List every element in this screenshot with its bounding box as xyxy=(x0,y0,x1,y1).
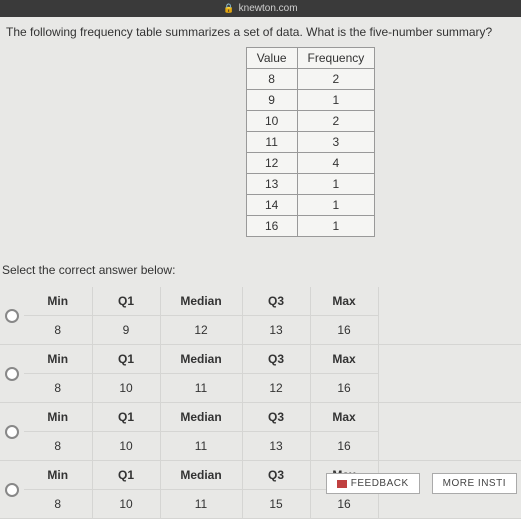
ans-header: Q3 xyxy=(242,403,310,432)
ans-header: Q1 xyxy=(92,403,160,432)
answer-option[interactable]: Min Q1 Median Q3 Max 8 10 11 13 16 xyxy=(0,403,521,461)
ans-header: Q3 xyxy=(242,461,310,490)
ans-val: 16 xyxy=(310,316,378,345)
ans-header: Min xyxy=(24,461,92,490)
select-prompt: Select the correct answer below: xyxy=(0,257,521,287)
ans-val: 13 xyxy=(242,432,310,461)
radio-icon[interactable] xyxy=(5,425,19,439)
freq-cell: 1 xyxy=(297,216,375,237)
ans-header: Max xyxy=(310,403,378,432)
freq-cell: 16 xyxy=(246,216,297,237)
ans-val: 10 xyxy=(92,374,160,403)
ans-val: 11 xyxy=(160,490,242,519)
question-text: The following frequency table summarizes… xyxy=(0,17,521,47)
frequency-table-container: Value Frequency 82 91 102 113 124 131 14… xyxy=(0,47,521,257)
freq-cell: 10 xyxy=(246,111,297,132)
lock-icon: 🔒 xyxy=(223,3,234,14)
ans-header: Min xyxy=(24,345,92,374)
freq-cell: 2 xyxy=(297,69,375,90)
radio-icon[interactable] xyxy=(5,367,19,381)
ans-val: 16 xyxy=(310,374,378,403)
freq-cell: 3 xyxy=(297,132,375,153)
freq-cell: 2 xyxy=(297,111,375,132)
ans-val: 9 xyxy=(92,316,160,345)
ans-header: Q1 xyxy=(92,461,160,490)
ans-val: 8 xyxy=(24,432,92,461)
freq-cell: 13 xyxy=(246,174,297,195)
url-domain: knewton.com xyxy=(239,3,298,14)
freq-cell: 1 xyxy=(297,174,375,195)
flag-icon xyxy=(337,480,347,488)
radio-icon[interactable] xyxy=(5,309,19,323)
feedback-button[interactable]: FEEDBACK xyxy=(326,473,420,494)
freq-header-frequency: Frequency xyxy=(297,48,375,69)
ans-header: Median xyxy=(160,403,242,432)
ans-val: 11 xyxy=(160,432,242,461)
freq-cell: 1 xyxy=(297,90,375,111)
ans-val: 8 xyxy=(24,316,92,345)
ans-val: 12 xyxy=(160,316,242,345)
freq-cell: 12 xyxy=(246,153,297,174)
freq-header-value: Value xyxy=(246,48,297,69)
freq-cell: 11 xyxy=(246,132,297,153)
ans-header: Median xyxy=(160,287,242,316)
ans-header: Min xyxy=(24,403,92,432)
ans-header: Q3 xyxy=(242,287,310,316)
ans-val: 10 xyxy=(92,432,160,461)
ans-val: 8 xyxy=(24,490,92,519)
answer-option[interactable]: Min Q1 Median Q3 Max 8 9 12 13 16 xyxy=(0,287,521,345)
answer-option[interactable]: Min Q1 Median Q3 Max 8 10 11 12 16 xyxy=(0,345,521,403)
ans-val: 15 xyxy=(242,490,310,519)
ans-val: 10 xyxy=(92,490,160,519)
ans-header: Median xyxy=(160,461,242,490)
freq-cell: 1 xyxy=(297,195,375,216)
ans-val: 12 xyxy=(242,374,310,403)
more-label: MORE INSTI xyxy=(443,478,506,489)
ans-header: Q1 xyxy=(92,287,160,316)
answer-table: Min Q1 Median Q3 Max 8 9 12 13 16 xyxy=(24,287,379,344)
ans-header: Median xyxy=(160,345,242,374)
freq-cell: 4 xyxy=(297,153,375,174)
ans-header: Min xyxy=(24,287,92,316)
url-bar: 🔒 knewton.com xyxy=(0,0,521,17)
answer-table: Min Q1 Median Q3 Max 8 10 11 13 16 xyxy=(24,403,379,460)
ans-val: 8 xyxy=(24,374,92,403)
ans-header: Max xyxy=(310,345,378,374)
more-button[interactable]: MORE INSTI xyxy=(432,473,517,494)
answer-table: Min Q1 Median Q3 Max 8 10 11 12 16 xyxy=(24,345,379,402)
freq-cell: 8 xyxy=(246,69,297,90)
footer-bar: FEEDBACK MORE INSTI xyxy=(322,467,521,500)
feedback-label: FEEDBACK xyxy=(351,478,409,489)
ans-val: 11 xyxy=(160,374,242,403)
ans-val: 13 xyxy=(242,316,310,345)
ans-val: 16 xyxy=(310,432,378,461)
freq-cell: 14 xyxy=(246,195,297,216)
freq-cell: 9 xyxy=(246,90,297,111)
radio-icon[interactable] xyxy=(5,483,19,497)
frequency-table: Value Frequency 82 91 102 113 124 131 14… xyxy=(246,47,376,237)
ans-header: Q1 xyxy=(92,345,160,374)
ans-header: Q3 xyxy=(242,345,310,374)
ans-header: Max xyxy=(310,287,378,316)
